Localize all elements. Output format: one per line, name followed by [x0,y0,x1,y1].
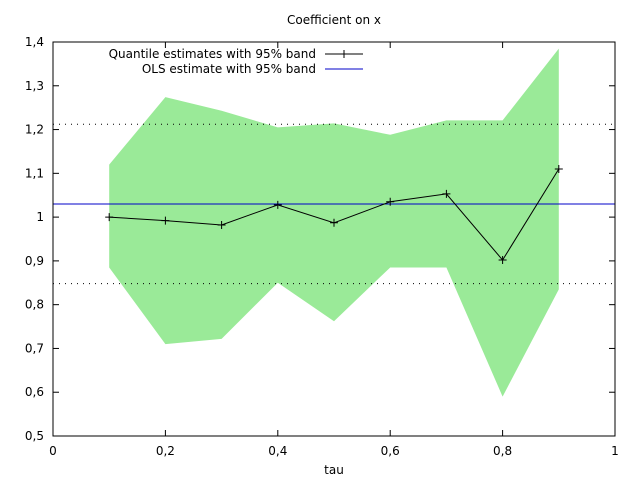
data-point-marker [330,218,338,227]
data-point-marker [217,220,226,229]
legend-label-quantile: Quantile estimates with 95% band [109,47,316,61]
chart-title: Coefficient on x [287,13,381,27]
y-tick-label: 1,4 [25,35,44,49]
x-tick-label: 0,4 [268,444,287,458]
data-point-marker [105,213,114,222]
data-point-marker [442,189,451,198]
x-axis-label: tau [324,463,344,477]
y-tick-label: 0,5 [25,429,44,443]
y-tick-label: 1,2 [25,123,44,137]
legend-label-ols: OLS estimate with 95% band [142,62,316,76]
data-point-marker [386,197,395,206]
y-tick-label: 0,9 [25,254,44,268]
ols-layer [53,123,615,285]
series-layer [105,164,563,265]
data-point-marker [161,216,170,225]
x-tick-label: 0,8 [493,444,512,458]
x-tick-label: 0,6 [381,444,400,458]
x-tick-label: 1 [611,444,619,458]
data-point-marker [554,164,563,173]
data-point-marker [498,256,507,265]
y-tick-label: 0,6 [25,385,44,399]
legend-swatch-quantile-marker [340,50,348,58]
axes-layer: 0 0,2 0,4 0,6 0,8 1 0,5 0,6 0,7 0,8 0,9 1 1,1 1,2 1,3 1… [25,35,619,458]
y-tick-label: 1 [36,210,44,224]
x-tick-label: 0 [49,444,57,458]
y-tick-label: 0,8 [25,298,44,312]
plot-frame [52,41,616,437]
y-tick-label: 1,3 [25,79,44,93]
data-point-marker [273,200,282,209]
x-tick-label: 0,2 [156,444,175,458]
y-tick-label: 1,1 [25,166,44,180]
y-tick-label: 0,7 [25,341,44,355]
